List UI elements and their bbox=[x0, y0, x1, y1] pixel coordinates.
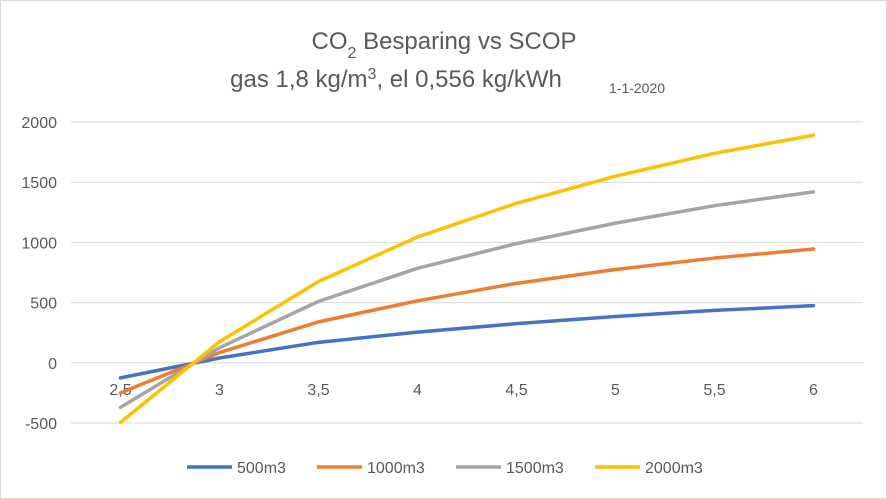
series-line-1000m3 bbox=[118, 247, 816, 395]
chart-title-line2: gas 1,8 kg/m3, el 0,556 kg/kWh bbox=[230, 66, 562, 94]
x-tick-label: 3,5 bbox=[307, 382, 329, 399]
x-tick-label: 4 bbox=[413, 382, 422, 399]
x-tick-label: 6 bbox=[809, 382, 818, 399]
y-axis-ticks: 2000 1500 1000 500 0 -500 bbox=[21, 115, 57, 433]
x-tick-label: 2,5 bbox=[109, 382, 131, 399]
series-line-2000m3 bbox=[118, 133, 816, 425]
chart-title-line1: CO2 Besparing vs SCOP bbox=[312, 28, 577, 62]
x-tick-label: 4,5 bbox=[505, 382, 527, 399]
y-tick-label: 1000 bbox=[21, 235, 57, 252]
y-tick-label: 2000 bbox=[21, 115, 57, 132]
x-tick-label: 5,5 bbox=[703, 382, 725, 399]
y-tick-label: 500 bbox=[30, 296, 57, 313]
y-tick-label: 0 bbox=[48, 356, 57, 373]
series-line-500m3 bbox=[118, 303, 816, 380]
x-axis-ticks: 2,5 3 3,5 4 4,5 5 5,5 6 bbox=[109, 382, 818, 399]
x-tick-label: 5 bbox=[611, 382, 620, 399]
series-line-1500m3 bbox=[118, 190, 816, 410]
legend: 500m3 1000m3 1500m3 2000m3 bbox=[187, 460, 703, 477]
legend-label: 1000m3 bbox=[367, 460, 425, 477]
legend-label: 500m3 bbox=[237, 460, 286, 477]
x-tick-label: 3 bbox=[215, 382, 224, 399]
gridlines bbox=[71, 121, 863, 424]
chart-title: CO2 Besparing vs SCOP gas 1,8 kg/m3, el … bbox=[230, 28, 665, 96]
legend-label: 2000m3 bbox=[645, 460, 703, 477]
y-tick-label: 1500 bbox=[21, 175, 57, 192]
chart-title-date: 1-1-2020 bbox=[609, 80, 665, 96]
series-lines bbox=[118, 133, 816, 425]
y-tick-label: -500 bbox=[25, 416, 57, 433]
legend-label: 1500m3 bbox=[506, 460, 564, 477]
